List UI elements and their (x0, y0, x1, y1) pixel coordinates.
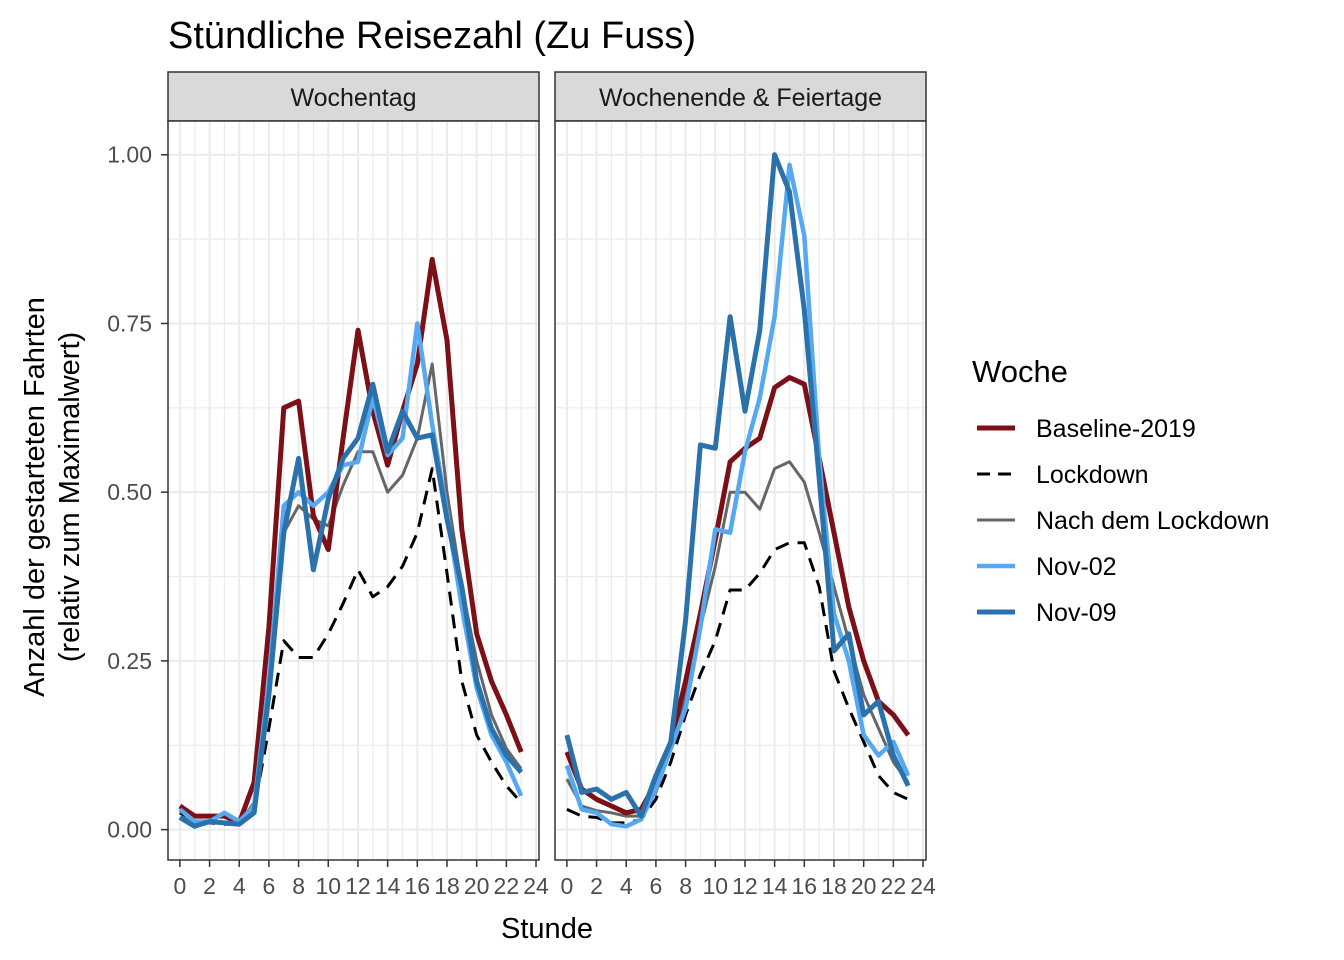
y-tick-label: 0.50 (107, 479, 152, 505)
plot-background (555, 121, 926, 860)
x-tick-label: 14 (375, 873, 401, 899)
series-line-lockdown (566, 541, 909, 825)
x-tick-label: 24 (523, 873, 549, 899)
panel-border (554, 120, 927, 861)
panel-border (167, 120, 540, 861)
x-tick-label: 16 (405, 873, 431, 899)
x-tick-label: 14 (762, 873, 788, 899)
x-tick-label: 0 (560, 873, 573, 899)
x-tick-label: 12 (345, 873, 371, 899)
x-tick-label: 2 (203, 873, 216, 899)
legend-label: Nov-09 (1036, 599, 1117, 627)
y-axis-title-line1: Anzahl der gestarteten Fahrten (19, 297, 51, 697)
x-tick-label: 10 (702, 873, 728, 899)
legend-label: Baseline-2019 (1036, 415, 1196, 443)
legend-label: Nach dem Lockdown (1036, 507, 1269, 535)
legend: Woche Baseline-2019 Lockdown Nach dem Lockd… (972, 354, 1269, 627)
series-line-nov-02 (178, 321, 524, 824)
x-tick-label: 20 (851, 873, 877, 899)
x-tick-label: 4 (620, 873, 633, 899)
legend-label: Nov-02 (1036, 553, 1117, 581)
x-tick-label: 12 (732, 873, 758, 899)
facet-strip-label: Wochentag (290, 84, 416, 112)
y-tick-label: 0.00 (107, 817, 152, 843)
y-tick-label: 0.75 (107, 310, 152, 336)
chart-title: Stündliche Reisezahl (Zu Fuss) (168, 15, 696, 57)
x-tick-label: 16 (792, 873, 818, 899)
x-tick-label: 8 (679, 873, 692, 899)
series-line-baseline-2019 (564, 375, 911, 816)
facet-strip-label: Wochenende & Feiertage (599, 84, 882, 112)
x-tick-label: 18 (821, 873, 847, 899)
x-tick-label: 6 (650, 873, 663, 899)
x-tick-label: 22 (881, 873, 907, 899)
series-line-nov-09 (178, 381, 524, 829)
y-axis-title-line2: (relativ zum Maximalwert) (54, 332, 86, 662)
x-tick-label: 22 (494, 873, 520, 899)
x-tick-label: 20 (464, 873, 490, 899)
x-tick-label: 2 (590, 873, 603, 899)
x-tick-label: 10 (315, 873, 341, 899)
series-line-nov-09 (564, 152, 911, 819)
gridlines (168, 121, 539, 860)
gridlines (555, 121, 926, 860)
x-tick-label: 18 (434, 873, 460, 899)
series-line-nov-02 (564, 162, 911, 829)
x-tick-label: 6 (263, 873, 276, 899)
legend-title: Woche (972, 354, 1068, 389)
x-tick-label: 8 (292, 873, 305, 899)
y-tick-label: 1.00 (107, 142, 152, 168)
x-tick-label: 4 (233, 873, 246, 899)
legend-label: Lockdown (1036, 461, 1149, 489)
x-tick-label: 24 (910, 873, 936, 899)
facet-strip (167, 71, 540, 122)
y-tick-label: 0.25 (107, 648, 152, 674)
x-tick-label: 0 (173, 873, 186, 899)
x-axis-title: Stunde (501, 913, 593, 945)
